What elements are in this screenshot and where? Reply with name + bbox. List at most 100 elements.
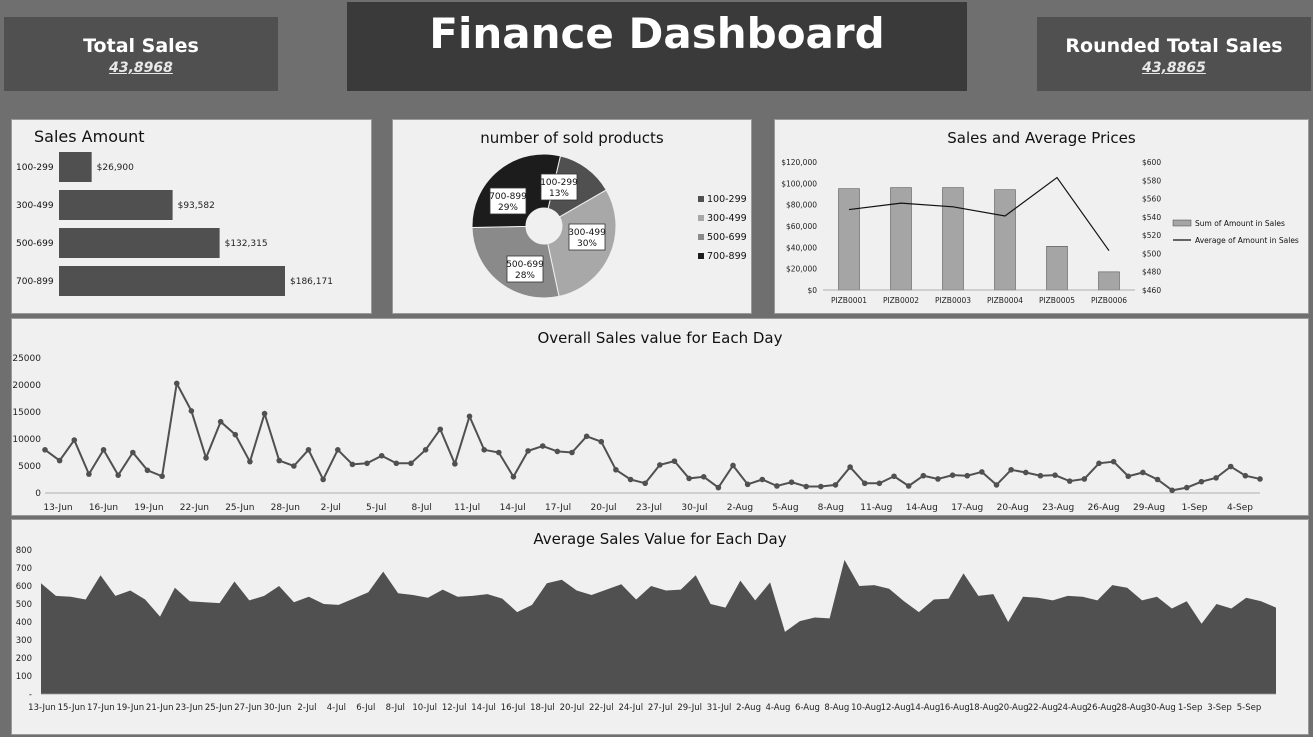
y-tick-label: 20000 (12, 381, 41, 391)
x-tick-label: 16-Jul (501, 703, 526, 713)
y2-tick-label: $560 (1142, 195, 1161, 204)
y-tick-label: 300 (16, 636, 32, 646)
y2-tick-label: $540 (1142, 213, 1161, 222)
sales-amount-bar (59, 228, 220, 258)
bar-value-label: $186,171 (290, 277, 333, 287)
daily-sales-point (291, 463, 297, 469)
daily-sales-point (1037, 472, 1044, 479)
x-tick-label: 28-Aug (1116, 703, 1146, 713)
daily-sales-point (452, 461, 458, 467)
daily-sales-chart: 0 5000 10000 15000 20000 25000 13-Jun 16-Jun 19-… (12, 354, 1263, 513)
x-tick-label: 22-Jul (589, 703, 614, 713)
daily-sales-point (1184, 484, 1190, 491)
bar-value-label: $26,900 (97, 163, 134, 173)
daily-sales-point (232, 431, 239, 438)
x-tick-label: 17-Jun (87, 703, 115, 713)
x-tick-label: 26-Aug (1088, 503, 1120, 513)
daily-sales-point (979, 469, 985, 475)
y2-tick-label: $500 (1142, 249, 1161, 258)
daily-avg-sales-area (41, 559, 1276, 694)
daily-sales-point (832, 482, 839, 488)
rounded-total-sales-value[interactable]: 43,8865 (1142, 60, 1206, 76)
daily-sales-point (964, 472, 971, 479)
x-tick-label: 6-Jul (356, 703, 375, 713)
sales-amount-panel: Sales Amount 100-299 $26,900 300-499 $93,58… (11, 119, 372, 314)
daily-sales-point (261, 410, 268, 417)
x-tick-label: 22-Jun (180, 503, 209, 513)
daily-sales-point (891, 473, 897, 480)
y-tick-label: 5000 (18, 462, 41, 472)
rounded-total-sales-label: Rounded Total Sales (1065, 35, 1283, 57)
bar-value-label: $93,582 (178, 201, 215, 211)
daily-sales-point (744, 481, 751, 488)
daily-sales-panel: Overall Sales value for Each Day 0 5000 10… (11, 318, 1309, 516)
daily-sales-point (627, 476, 634, 483)
pie-label-box (489, 187, 527, 215)
daily-sales-point (1154, 476, 1161, 483)
x-tick-label: 23-Jul (636, 503, 662, 513)
x-tick-label: 29-Aug (1133, 503, 1165, 513)
y-tick-label: 800 (16, 546, 32, 556)
daily-sales-point (920, 472, 927, 479)
x-tick-label: 17-Jul (545, 503, 571, 513)
daily-sales-point (686, 475, 692, 482)
pie-label-percent: 28% (515, 271, 535, 281)
x-tick-label: 5-Aug (772, 503, 798, 513)
x-tick-label: 8-Aug (818, 503, 844, 513)
avg-price-line (848, 176, 1110, 252)
y-tick-label: $100,000 (781, 179, 817, 188)
daily-sales-point (1242, 472, 1249, 479)
daily-sales-point (935, 476, 941, 482)
y2-tick-label: $460 (1142, 286, 1161, 295)
y-tick-label: 600 (16, 582, 32, 592)
x-tick-label: 8-Jul (386, 703, 405, 713)
daily-sales-point (276, 457, 283, 464)
total-sales-value[interactable]: 43,8968 (109, 60, 173, 76)
daily-sales-point (1008, 466, 1014, 473)
y-tick-label: 0 (35, 489, 41, 499)
pie-label-box (540, 173, 578, 201)
x-tick-label: 8-Aug (824, 703, 849, 713)
x-tick-label: 26-Aug (1087, 703, 1117, 713)
y-tick-label: 200 (16, 654, 32, 664)
daily-sales-point (349, 461, 356, 468)
x-tick-label: 8-Jul (412, 503, 432, 513)
pie-label-category: 700-899 (489, 192, 527, 202)
x-tick-label: 22-Aug (1028, 703, 1058, 713)
bar-category-label: 700-899 (16, 277, 54, 287)
x-tick-label: 20-Jul (591, 503, 617, 513)
daily-sales-point (905, 483, 912, 489)
x-tick-label: 2-Jul (297, 703, 316, 713)
daily-sales-point (100, 447, 107, 453)
rounded-total-sales-card: Rounded Total Sales 43,8865 (1037, 17, 1311, 91)
y2-tick-label: $580 (1142, 176, 1161, 185)
daily-sales-point (803, 483, 810, 490)
x-tick-label: 24-Jul (618, 703, 643, 713)
pie-legend-label: 300-499 (707, 213, 747, 224)
pie-label-category: 500-699 (506, 260, 544, 270)
combo-bar (942, 187, 964, 291)
pie-label-percent: 29% (498, 203, 518, 213)
combo-bar (838, 188, 860, 291)
x-tick-label: 5-Jul (366, 503, 386, 513)
y-tick-label: 400 (16, 618, 32, 628)
x-tick-label: 11-Aug (860, 503, 892, 513)
y-tick-label: $0 (807, 286, 817, 295)
bar-category-label: 500-699 (16, 239, 54, 249)
daily-sales-point (1022, 469, 1029, 476)
x-tick-label: 13-Jun (28, 703, 56, 713)
total-sales-card: Total Sales 43,8968 (4, 17, 278, 91)
daily-sales-point (715, 484, 722, 491)
daily-sales-point (408, 460, 414, 467)
y-tick-label: $40,000 (786, 243, 817, 252)
daily-sales-point (144, 467, 151, 474)
sales-amount-bar (59, 152, 92, 182)
daily-sales-point (569, 449, 575, 456)
x-tick-label: PIZB0003 (935, 296, 971, 305)
x-tick-label: 2-Aug (727, 503, 753, 513)
daily-sales-point (1066, 478, 1073, 484)
x-tick-label: 28-Jun (271, 503, 300, 513)
x-tick-label: 4-Jul (327, 703, 346, 713)
daily-sales-point (671, 458, 678, 464)
x-tick-label: 24-Aug (1057, 703, 1087, 713)
